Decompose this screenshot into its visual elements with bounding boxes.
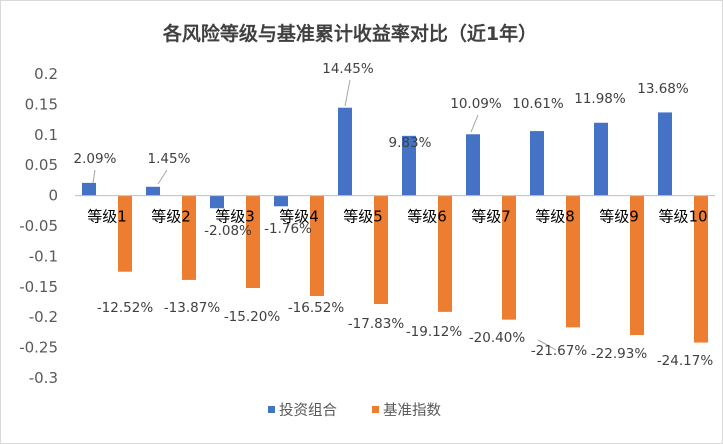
data-label: -16.52% [288, 300, 345, 316]
leader-lines [92, 79, 557, 351]
data-label: -15.20% [224, 309, 281, 325]
data-labels: 2.09% 1.45% -2.08% -1.76% 14.45% 9.83% 10.09% 1… [74, 61, 714, 369]
data-label: -1.76% [264, 221, 312, 237]
category-label: 等级7 [471, 208, 511, 226]
data-label: -24.17% [657, 353, 714, 369]
data-label: -21.67% [531, 343, 588, 359]
y-tick-label: -0.3 [29, 369, 58, 387]
benchmark-bar [182, 195, 196, 280]
benchmark-bar [502, 195, 516, 320]
y-tick-label: -0.25 [19, 339, 58, 357]
portfolio-bar [338, 107, 352, 196]
benchmark-bar [118, 195, 132, 272]
benchmark-bar [310, 195, 324, 297]
legend: 投资组合 基准指数 [268, 402, 441, 419]
leader-line [92, 169, 96, 184]
data-label: 9.83% [389, 135, 432, 151]
portfolio-bar [210, 195, 224, 209]
benchmark-bar [374, 195, 388, 305]
category-label: 等级2 [151, 208, 191, 226]
data-label: -2.08% [204, 223, 252, 239]
benchmark-bar [694, 195, 708, 343]
y-tick-label: 0.2 [34, 65, 58, 83]
benchmark-bar [630, 195, 644, 336]
data-label: 1.45% [148, 151, 191, 167]
data-label: 10.61% [512, 96, 564, 112]
leader-line [157, 169, 168, 185]
y-tick-label: 0 [48, 187, 58, 205]
y-tick-label: -0.2 [29, 308, 58, 326]
benchmark-bar [566, 195, 580, 328]
portfolio-bar [658, 112, 672, 196]
leader-line [470, 114, 479, 133]
benchmark-bar [246, 195, 260, 289]
portfolio-bar [274, 195, 288, 207]
category-label: 等级3 [215, 208, 255, 226]
category-label: 等级4 [279, 208, 319, 226]
legend-label: 基准指数 [383, 402, 441, 419]
y-tick-label: -0.1 [29, 247, 58, 265]
category-label: 等级6 [407, 208, 447, 226]
data-label: -22.93% [591, 346, 648, 362]
category-label: 等级10 [658, 208, 707, 226]
category-label: 等级8 [535, 208, 575, 226]
portfolio-bar [594, 122, 608, 196]
benchmark-bar [438, 195, 452, 312]
category-label: 等级5 [343, 208, 383, 226]
portfolio-bar [530, 131, 544, 196]
y-tick-label: 0.05 [25, 156, 58, 174]
y-tick-label: -0.05 [19, 217, 58, 235]
chart-title: 各风险等级与基准累计收益率对比（近1年） [162, 22, 537, 45]
data-label: -19.12% [406, 324, 463, 340]
y-axis: 0.2 0.15 0.1 0.05 0 -0.05 -0.1 -0.15 -0.2 -0.25 -0… [19, 65, 58, 387]
data-label: -13.87% [164, 300, 221, 316]
portfolio-bar [146, 186, 160, 196]
legend-label: 投资组合 [279, 402, 337, 419]
portfolio-bar [82, 182, 96, 196]
portfolio-bar [466, 134, 480, 196]
y-tick-label: 0.1 [34, 126, 58, 144]
data-label: 11.98% [574, 91, 626, 107]
data-label: -12.52% [97, 300, 154, 316]
legend-swatch-benchmark [372, 406, 379, 413]
category-label: 等级9 [599, 208, 639, 226]
category-labels: 等级1 等级2 等级3 等级4 等级5 等级6 等级7 等级8 等级9 等级10 [87, 208, 707, 226]
y-tick-label: 0.15 [25, 95, 58, 113]
data-label: 14.45% [322, 61, 374, 77]
category-label: 等级1 [87, 208, 127, 226]
data-label: 13.68% [637, 81, 689, 97]
y-tick-label: -0.15 [19, 278, 58, 296]
bars [82, 107, 708, 343]
leader-line [537, 339, 557, 351]
data-label: 10.09% [450, 96, 502, 112]
data-label: 2.09% [74, 151, 117, 167]
data-label: -20.40% [469, 330, 526, 346]
data-label: -17.83% [348, 316, 405, 332]
leader-line [344, 79, 351, 107]
legend-swatch-portfolio [268, 406, 275, 413]
portfolio-bar [402, 135, 416, 196]
